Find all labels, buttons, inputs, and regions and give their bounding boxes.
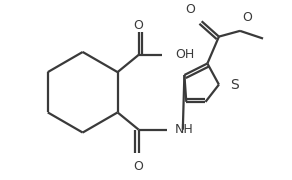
Text: O: O (185, 3, 195, 17)
Text: O: O (134, 160, 144, 173)
Text: S: S (230, 78, 239, 92)
Text: NH: NH (175, 123, 194, 136)
Text: OH: OH (175, 48, 194, 61)
Text: O: O (242, 11, 252, 24)
Text: O: O (134, 19, 144, 32)
